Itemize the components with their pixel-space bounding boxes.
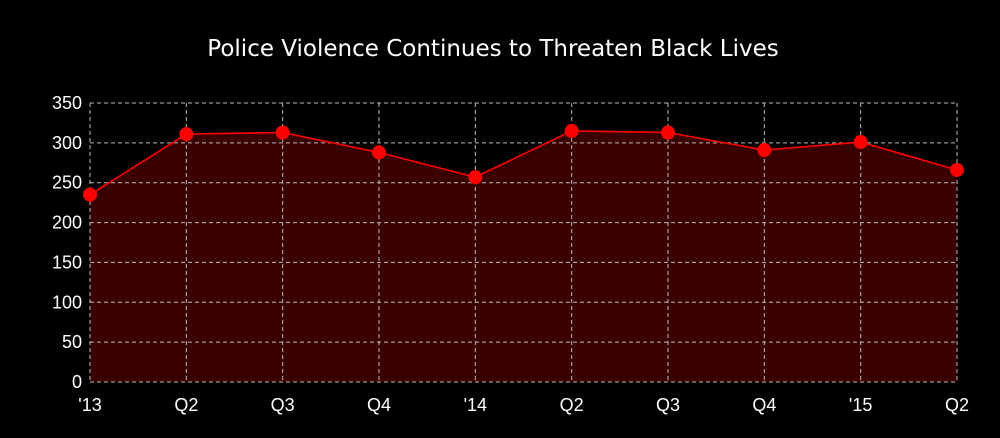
- x-tick-label: '14: [464, 395, 487, 415]
- data-point: [83, 187, 97, 202]
- y-tick-label: 100: [52, 292, 82, 312]
- x-axis-ticks: '13 Q2 Q3 Q4 '14 Q2 Q3 Q4 '15 Q2: [78, 395, 969, 415]
- x-tick-label: '15: [849, 395, 872, 415]
- area-fill: [90, 130, 957, 382]
- y-tick-label: 0: [72, 372, 82, 392]
- data-point: [950, 162, 964, 177]
- y-tick-label: 250: [52, 173, 82, 193]
- x-tick-label: Q3: [656, 395, 680, 415]
- data-point: [179, 127, 194, 142]
- x-tick-label: Q3: [271, 395, 295, 415]
- data-point: [757, 143, 772, 158]
- x-tick-label: '13: [78, 395, 101, 415]
- marker-layer: [83, 123, 964, 202]
- data-point: [564, 123, 579, 138]
- x-tick-label: Q2: [945, 395, 969, 415]
- y-tick-label: 50: [62, 332, 82, 352]
- chart-title: Police Violence Continues to Threaten Bl…: [207, 36, 778, 62]
- y-axis-ticks: 0 50 100 150 200 250 300 350: [52, 93, 82, 392]
- x-tick-label: Q4: [367, 395, 391, 415]
- data-point: [853, 135, 868, 150]
- y-tick-label: 350: [52, 93, 82, 113]
- x-tick-label: Q2: [560, 395, 584, 415]
- x-tick-label: Q4: [752, 395, 776, 415]
- data-point: [275, 125, 290, 140]
- data-point: [661, 125, 675, 140]
- series-line-layer: [89, 130, 958, 196]
- series-line: [89, 130, 958, 196]
- data-point: [468, 170, 483, 185]
- area-fill-layer: [90, 130, 957, 382]
- y-tick-label: 300: [52, 133, 82, 153]
- x-tick-label: Q2: [174, 395, 198, 415]
- y-tick-label: 200: [52, 213, 82, 233]
- y-tick-label: 150: [52, 252, 82, 272]
- data-point: [372, 145, 386, 160]
- grid-layer: [89, 102, 958, 383]
